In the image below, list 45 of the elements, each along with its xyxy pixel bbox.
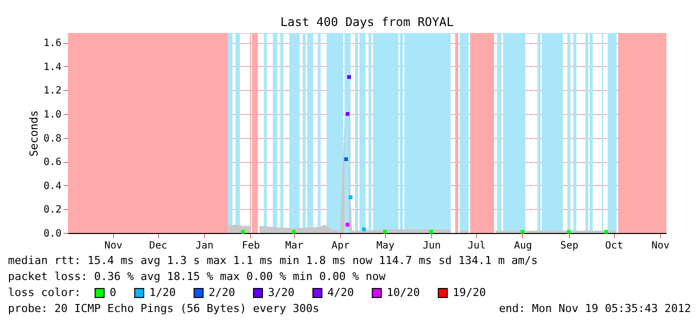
x-tick-label: Aug <box>514 240 532 252</box>
text: median rtt: 15.4 ms avg 1.3 s max 1.1 ms min 1.8 ms now 114.7 ms sd 134.1 m am/s <box>8 254 538 267</box>
point <box>383 230 387 234</box>
text: probe: 20 ICMP Echo Pings (56 Bytes) every 300s <box>8 302 320 315</box>
y-tick-label: 0.4 <box>43 180 62 192</box>
y-tick-label: 1.6 <box>43 38 62 50</box>
legend-label: 2/20 <box>208 286 236 299</box>
point <box>344 157 348 162</box>
y-tick-label: 1.0 <box>43 109 62 120</box>
x-tick-label: Nov <box>651 240 670 252</box>
x-tick-label: Oct <box>605 240 624 252</box>
text: end: Mon Nov 19 05:35:43 2012 <box>498 302 691 315</box>
chart-title: Last 400 Days from ROYAL <box>280 15 454 29</box>
text: packet loss: 0.36 % avg 18.15 % max 0.00 % min 0.00 % now <box>8 270 386 283</box>
point <box>346 222 350 227</box>
legend-label: 19/20 <box>452 286 486 299</box>
y-tick-label: 0.8 <box>43 133 62 144</box>
x-tick-label: Jan <box>196 240 214 252</box>
x-tick-label: Jun <box>422 240 441 252</box>
point <box>348 195 352 200</box>
x-tick-label: Nov <box>104 240 122 252</box>
legend-title: loss color: <box>8 286 81 299</box>
legend-label: 4/20 <box>327 286 354 299</box>
legend-label: 3/20 <box>268 286 294 299</box>
y-tick-label: 0.0 <box>43 228 62 240</box>
y-tick-label: 0.2 <box>43 204 62 216</box>
point <box>362 228 366 232</box>
y-tick-label: 1.4 <box>43 62 62 73</box>
x-tick-label: Mar <box>285 240 304 252</box>
legend-label: 10/20 <box>386 286 420 299</box>
point <box>241 230 245 234</box>
legend-label: 1/20 <box>149 286 176 299</box>
x-tick-label: Jul <box>468 240 486 252</box>
point <box>346 112 350 116</box>
point <box>520 230 524 234</box>
point <box>347 75 351 79</box>
x-tick-label: Dec <box>149 240 168 252</box>
y-axis-title: Seconds <box>27 110 40 157</box>
x-tick-label: Sep <box>560 240 578 252</box>
x-tick-label: May <box>376 240 394 252</box>
y-tick-label: 1.2 <box>43 86 62 97</box>
x-tick-label: Apr <box>332 240 350 252</box>
x-tick-label: Feb <box>242 240 260 252</box>
y-tick-label: 0.6 <box>43 157 62 168</box>
legend-label: 0 <box>110 286 116 299</box>
